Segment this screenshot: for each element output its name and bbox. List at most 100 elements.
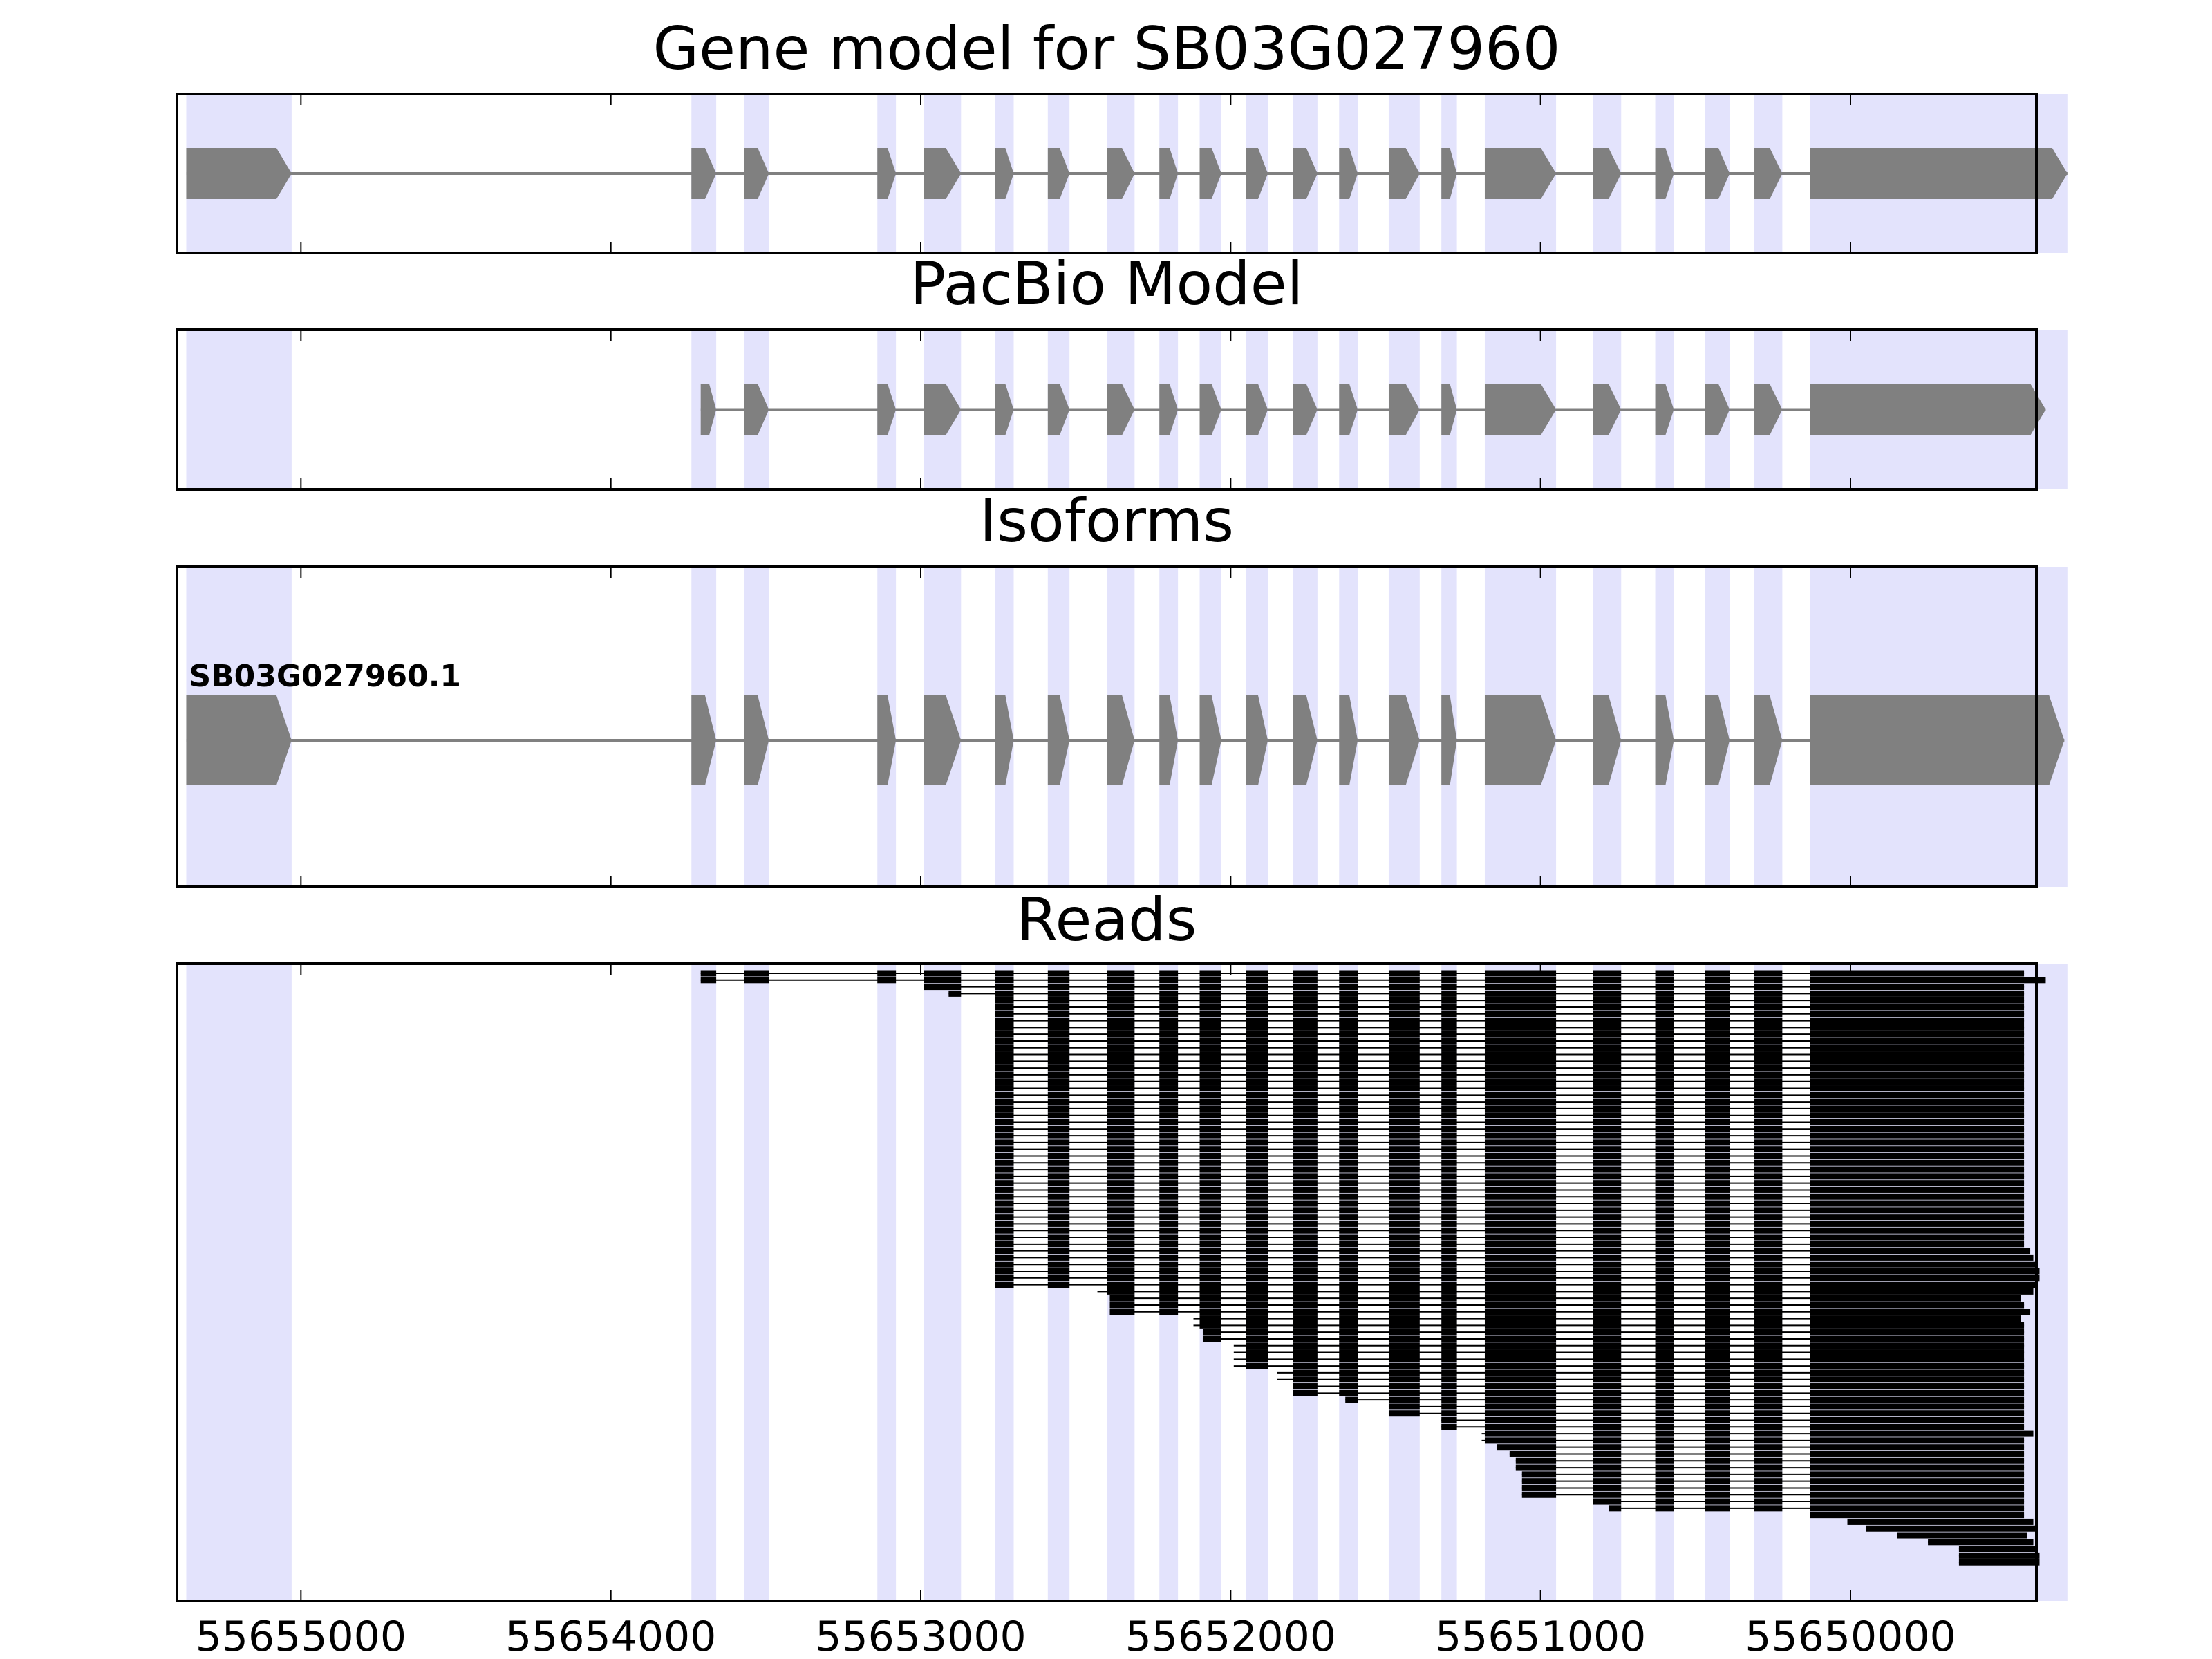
read-exon-block <box>1441 1383 1457 1390</box>
read <box>995 1220 2025 1227</box>
read-exon-block <box>1484 1241 1557 1248</box>
read-exon-block <box>1655 1091 1674 1098</box>
read-exon-block <box>1047 1180 1070 1187</box>
read <box>995 1044 2025 1051</box>
read-exon-block <box>1388 1207 1420 1214</box>
read-exon-block <box>1246 1248 1268 1255</box>
read-exon-block <box>995 1186 1014 1193</box>
read-exon-block <box>1441 1220 1457 1227</box>
read-exon-block <box>1159 1268 1179 1275</box>
read-exon-block <box>1593 1152 1622 1159</box>
read-exon-block <box>1441 1248 1457 1255</box>
read-exon-block <box>1754 1302 1783 1309</box>
read-exon-block <box>1339 1146 1358 1153</box>
read-exon-block <box>1107 1254 1135 1261</box>
read <box>995 1024 2025 1031</box>
read-exon-block <box>1593 1091 1622 1098</box>
read-exon-block <box>1293 1282 1318 1288</box>
read-exon-block <box>1388 1091 1420 1098</box>
read-exon-block <box>1705 1383 1730 1390</box>
read-exon-block <box>1388 1146 1420 1153</box>
read-exon-block <box>1441 1112 1457 1119</box>
read-exon-block <box>1484 1180 1557 1187</box>
read-exon-block <box>1107 997 1135 1004</box>
read-exon-block <box>1246 1078 1268 1085</box>
read-exon-block <box>995 1065 1014 1071</box>
read-exon-block <box>1754 1295 1783 1302</box>
read-exon-block <box>1293 1024 1318 1031</box>
read-exon-block <box>1388 1248 1420 1255</box>
read-exon-block <box>1593 1248 1622 1255</box>
read <box>995 1275 2040 1282</box>
read-exon-block <box>1107 1200 1135 1207</box>
read-exon-block <box>1293 1383 1318 1390</box>
read-exon-block <box>1246 997 1268 1004</box>
read-exon-block <box>1754 1457 1783 1464</box>
exon-block <box>1388 148 1420 199</box>
read-exon-block <box>1293 1309 1318 1315</box>
read-exon-block <box>1655 990 1674 997</box>
read-exon-block <box>1199 970 1221 977</box>
read-exon-block <box>1388 1234 1420 1241</box>
read-exon-block <box>1441 1058 1457 1065</box>
read <box>1521 1471 2025 1478</box>
read-exon-block <box>1810 1085 2025 1092</box>
read-exon-block <box>700 977 717 984</box>
read-exon-block <box>1754 1309 1783 1315</box>
read-exon-block <box>1484 1349 1557 1356</box>
read-exon-block <box>1655 1234 1674 1241</box>
read-exon-block <box>1293 1362 1318 1369</box>
read-exon-block <box>1441 1024 1457 1031</box>
read-exon-block <box>1593 1132 1622 1139</box>
read-exon-block <box>995 1241 1014 1248</box>
read-exon-block <box>1484 1091 1557 1098</box>
read <box>995 1268 2040 1275</box>
read-exon-block <box>1107 1288 1135 1295</box>
read-exon-block <box>1705 1234 1730 1241</box>
read-exon-block <box>1705 1085 1730 1092</box>
read-exon-block <box>1655 1369 1674 1376</box>
read-exon-block <box>1593 1004 1622 1011</box>
read-exon-block <box>1339 1091 1358 1098</box>
read-exon-block <box>1593 1376 1622 1383</box>
read-exon-block <box>1107 970 1135 977</box>
read-exon-block <box>1484 997 1557 1004</box>
read-exon-block <box>1199 1214 1221 1221</box>
read-exon-block <box>1246 1309 1268 1315</box>
read-exon-block <box>1293 1329 1318 1335</box>
read-exon-block <box>1388 1389 1420 1396</box>
read-exon-block <box>1958 1559 2040 1566</box>
read-exon-block <box>1484 1417 1557 1423</box>
read-exon-block <box>744 977 769 984</box>
read-exon-block <box>1047 1132 1070 1139</box>
read-exon-block <box>1159 1254 1179 1261</box>
read <box>1866 1525 2036 1532</box>
read-exon-block <box>1484 1410 1557 1417</box>
exon-block <box>1293 695 1318 785</box>
read <box>700 970 2025 977</box>
read-exon-block <box>1339 1112 1358 1119</box>
read <box>1481 1437 2025 1444</box>
read-exon-block <box>1655 1349 1674 1356</box>
read <box>995 1254 2034 1261</box>
read-exon-block <box>1107 1004 1135 1011</box>
read-exon-block <box>1047 1261 1070 1268</box>
read-exon-block <box>1754 1478 1783 1485</box>
read-exon-block <box>1593 1430 1622 1437</box>
read-exon-block <box>1484 1159 1557 1166</box>
read-exon-block <box>1388 1214 1420 1221</box>
exon-block <box>995 148 1014 199</box>
read-exon-block <box>1754 1282 1783 1288</box>
read-exon-block <box>1484 1275 1557 1282</box>
read-exon-block <box>1047 984 1070 991</box>
exon-block <box>877 384 897 435</box>
read <box>995 1085 2025 1092</box>
read-exon-block <box>1199 1024 1221 1031</box>
read-exon-block <box>1754 1471 1783 1478</box>
exon-block <box>995 384 1014 435</box>
read-exon-block <box>1388 984 1420 991</box>
read-exon-block <box>1754 977 1783 984</box>
read-exon-block <box>1810 1376 2025 1383</box>
read <box>995 1166 2025 1173</box>
read-exon-block <box>1199 1254 1221 1261</box>
